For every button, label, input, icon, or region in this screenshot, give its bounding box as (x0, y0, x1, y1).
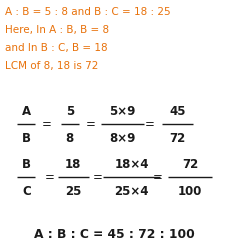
Text: 72: 72 (182, 157, 198, 170)
Text: 8×9: 8×9 (109, 132, 136, 144)
Text: 5×9: 5×9 (109, 105, 136, 117)
Text: 45: 45 (169, 105, 186, 117)
Text: =: = (92, 171, 102, 184)
Text: B: B (22, 132, 31, 144)
Text: =: = (44, 171, 54, 184)
Text: =: = (153, 171, 163, 184)
Text: 18×4: 18×4 (114, 157, 149, 170)
Text: A : B : C = 45 : 72 : 100: A : B : C = 45 : 72 : 100 (34, 227, 195, 240)
Text: 100: 100 (178, 184, 202, 197)
Text: A : B = 5 : 8 and B : C = 18 : 25: A : B = 5 : 8 and B : C = 18 : 25 (5, 7, 170, 17)
Text: 25: 25 (65, 184, 82, 197)
Text: Here, In A : B, B = 8: Here, In A : B, B = 8 (5, 25, 109, 35)
Text: LCM of 8, 18 is 72: LCM of 8, 18 is 72 (5, 61, 98, 71)
Text: 72: 72 (169, 132, 185, 144)
Text: A: A (22, 105, 31, 117)
Text: and In B : C, B = 18: and In B : C, B = 18 (5, 43, 107, 53)
Text: 8: 8 (66, 132, 74, 144)
Text: B: B (22, 157, 31, 170)
Text: =: = (42, 118, 52, 131)
Text: 5: 5 (66, 105, 74, 117)
Text: =: = (145, 118, 155, 131)
Text: =: = (85, 118, 95, 131)
Text: C: C (22, 184, 31, 197)
Text: 25×4: 25×4 (114, 184, 149, 197)
Text: 18: 18 (65, 157, 82, 170)
